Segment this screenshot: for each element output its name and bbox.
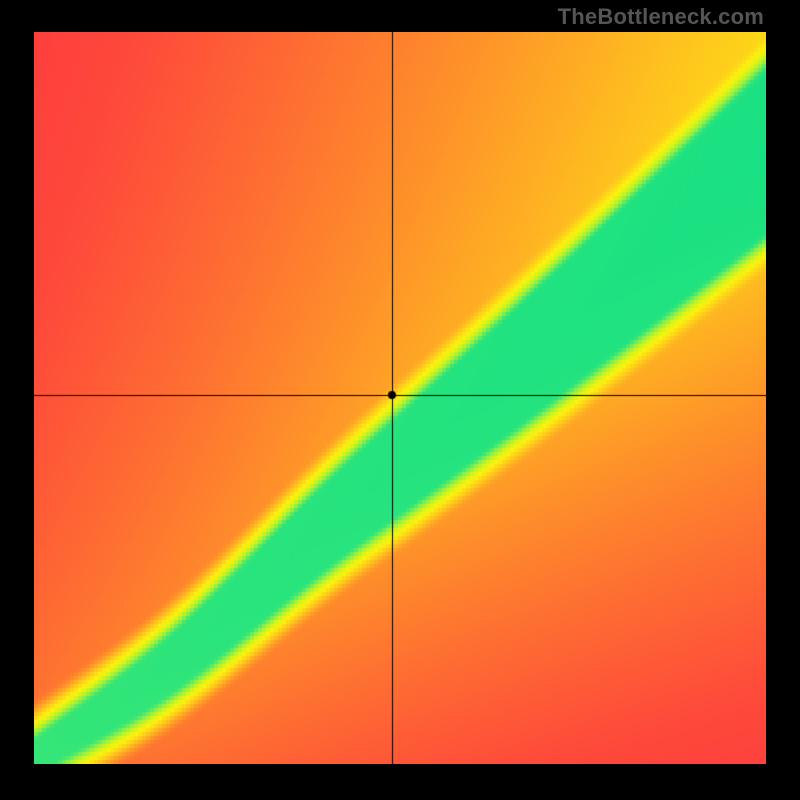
bottleneck-heatmap: [34, 32, 766, 764]
watermark-label: TheBottleneck.com: [558, 4, 764, 30]
